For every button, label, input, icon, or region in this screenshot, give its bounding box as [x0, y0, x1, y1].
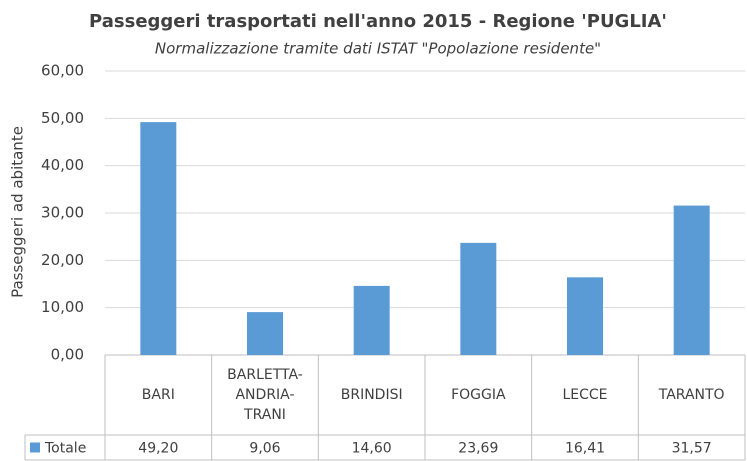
y-tick-label: 10,00 [41, 298, 84, 316]
x-tick-label: TARANTO [658, 387, 725, 403]
x-tick-label: BRINDISI [341, 387, 403, 403]
bar [567, 277, 603, 355]
table-value: 14,60 [352, 441, 392, 457]
x-tick-line: TRANI [243, 407, 286, 423]
x-tick-label: FOGGIA [451, 387, 506, 403]
x-tick-label: BARLETTA- ANDRIA- TRANI [227, 367, 303, 423]
x-tick-label: LECCE [562, 387, 607, 403]
y-tick-label: 20,00 [41, 251, 84, 269]
chart-title: Passeggeri trasportati nell'anno 2015 - … [89, 11, 667, 32]
legend-swatch [30, 442, 40, 453]
table-value: 31,57 [672, 441, 712, 457]
x-tick-label: BARI [142, 387, 175, 403]
y-axis-label: Passeggeri ad abitante [9, 126, 27, 298]
bar [353, 285, 390, 355]
table-value: 23,69 [458, 441, 498, 457]
y-tick-label: 50,00 [41, 109, 84, 127]
y-tick-label: 0,00 [51, 346, 84, 364]
table-value: 9,06 [249, 441, 280, 457]
bar [140, 122, 177, 356]
y-tick-label: 40,00 [41, 156, 84, 174]
table-value: 16,41 [565, 441, 605, 457]
x-tick-line: ANDRIA- [235, 387, 294, 403]
bar [673, 205, 710, 355]
y-tick-label: 30,00 [41, 204, 84, 222]
bar [247, 312, 283, 355]
bar [460, 242, 497, 355]
y-tick-label: 60,00 [41, 62, 84, 80]
chart-subtitle: Normalizzazione tramite dati ISTAT "Popo… [155, 40, 601, 58]
x-tick-line: BARLETTA- [227, 367, 303, 383]
legend-label: Totale [44, 441, 86, 457]
table-value: 49,20 [138, 441, 178, 457]
